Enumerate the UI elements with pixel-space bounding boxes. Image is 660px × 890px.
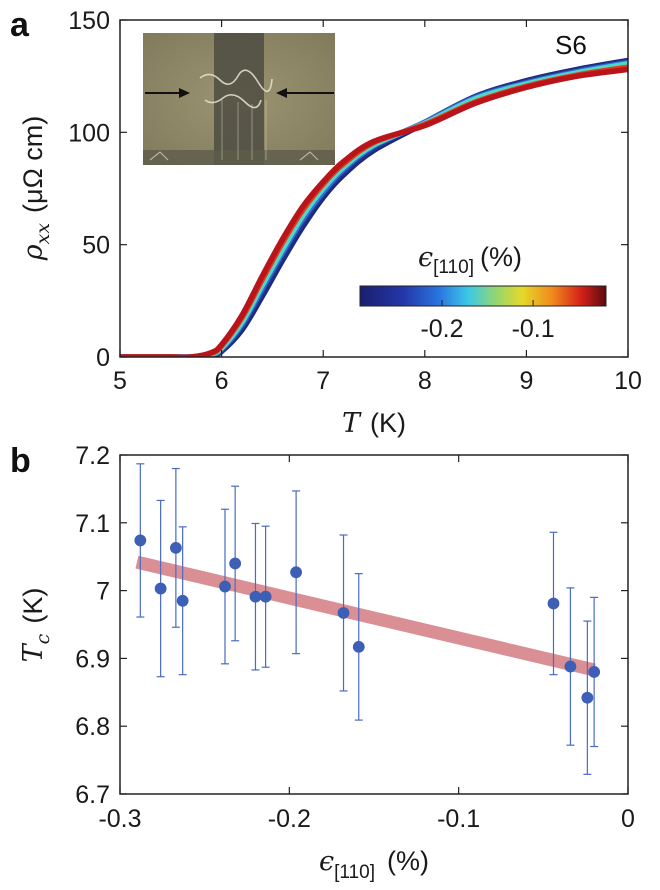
colorbar-label: ϵ[110] (%): [418, 242, 522, 278]
x-tick-label: -0.1: [437, 805, 480, 833]
colorbar-ticks: -0.2 -0.1: [420, 300, 555, 343]
x-tick-label: 7: [316, 367, 330, 395]
panel-a-ylabel-subscript: xx: [32, 223, 54, 245]
panel-b-ylabel-unit: (K): [18, 588, 48, 624]
linear-fit-line: [135, 555, 596, 677]
panel-a-ylabel: ρxx (μΩ cm): [18, 116, 54, 262]
marker: [581, 691, 594, 704]
panel-a-xlabel-symbol: T: [342, 408, 362, 439]
inset-micrograph: [143, 33, 335, 165]
marker: [547, 597, 560, 610]
panel-b-frame: [119, 454, 629, 795]
y-tick-label: 7.2: [75, 442, 110, 470]
data-point: [290, 490, 303, 655]
data-point: [249, 522, 262, 671]
data-point: [134, 463, 147, 618]
marker: [588, 666, 601, 678]
y-tick-label: 7: [96, 578, 110, 606]
y-tick-label: 0: [96, 344, 110, 372]
data-point: [352, 573, 365, 721]
marker: [259, 590, 272, 603]
data-point: [337, 534, 350, 692]
x-tick-label: -0.2: [268, 805, 311, 833]
panel-a-xlabel-unit: (K): [370, 408, 406, 438]
panel-b-letter: b: [10, 442, 31, 480]
colorbar-tick-label: -0.1: [512, 315, 555, 343]
data-point: [581, 620, 594, 775]
panel-b-ticks: -0.3 -0.2 -0.1 0 6.7 6.8 6.9 7 7.1 7.2: [75, 442, 635, 833]
panel-a-frame: [119, 19, 629, 358]
colorbar-label-symbol: ϵ: [418, 242, 433, 273]
marker: [290, 566, 303, 579]
data-point: [229, 485, 242, 642]
panel-b-xlabel-symbol: ϵ: [319, 846, 334, 877]
panel-b-xlabel: ϵ[110] (%): [319, 846, 429, 883]
colorbar: ϵ[110] (%) -0.2 -0.1: [359, 242, 607, 343]
panel-b-ylabel: Tc (K): [18, 588, 54, 663]
data-point: [588, 596, 601, 748]
y-tick-label: 100: [68, 119, 110, 147]
arrow-left-icon: [276, 88, 287, 98]
marker: [176, 594, 189, 607]
data-point: [547, 531, 560, 676]
y-tick-label: 6.9: [75, 645, 110, 673]
x-tick-label: 6: [215, 367, 229, 395]
x-tick-label: 8: [418, 367, 432, 395]
panel-a-xlabel: T (K): [342, 408, 406, 439]
marker: [337, 607, 350, 619]
resistivity-curves: [120, 57, 628, 357]
marker: [154, 582, 167, 595]
tc-points: [134, 463, 601, 775]
panel-a-ylabel-unit: (μΩ cm): [18, 116, 48, 213]
marker: [564, 660, 577, 673]
y-tick-label: 6.7: [75, 781, 110, 809]
panel-b-ylabel-symbol: T: [18, 642, 49, 662]
colorbar-label-subscript: [110]: [433, 257, 474, 278]
panel-b-ylabel-subscript: c: [32, 633, 54, 644]
x-tick-label: 0: [621, 805, 635, 833]
data-point: [259, 525, 272, 668]
marker: [219, 580, 231, 593]
y-tick-label: 150: [68, 7, 110, 35]
colorbar-label-unit: (%): [480, 242, 522, 272]
arrow-right-icon: [179, 88, 190, 98]
x-tick-label: -0.3: [98, 805, 141, 833]
tc-fit: [135, 555, 596, 677]
marker: [134, 534, 147, 547]
x-tick-label: 5: [113, 367, 127, 395]
data-point: [176, 526, 189, 676]
colorbar-gradient: [359, 285, 607, 307]
x-tick-label: 10: [614, 367, 642, 395]
marker: [229, 557, 242, 570]
data-point: [169, 467, 182, 628]
y-tick-label: 6.8: [75, 713, 110, 741]
x-tick-label: 9: [519, 367, 533, 395]
svg-text:ρxx(μΩ cm): ρxx (μΩ cm): [18, 116, 54, 262]
resistivity-curve: [120, 66, 628, 357]
y-tick-label: 50: [82, 232, 110, 260]
data-point: [154, 499, 167, 678]
panel-b-xlabel-unit: (%): [387, 846, 429, 876]
marker: [352, 640, 365, 653]
colorbar-tick-label: -0.2: [420, 315, 463, 343]
sample-label: S6: [555, 30, 587, 60]
data-point: [219, 508, 231, 665]
tc-plot: -0.3 -0.2 -0.1 0 6.7 6.8 6.9 7 7.1 7.2: [75, 442, 635, 833]
data-point: [564, 587, 577, 746]
panel-a-letter: a: [10, 6, 30, 44]
y-tick-label: 7.1: [75, 510, 110, 538]
marker: [169, 541, 182, 554]
panel-a-ylabel-symbol: ρ: [18, 244, 49, 261]
svg-text:Tc(K): Tc (K): [18, 588, 54, 663]
panel-b-xlabel-subscript: [110]: [334, 862, 375, 883]
marker: [249, 590, 262, 603]
